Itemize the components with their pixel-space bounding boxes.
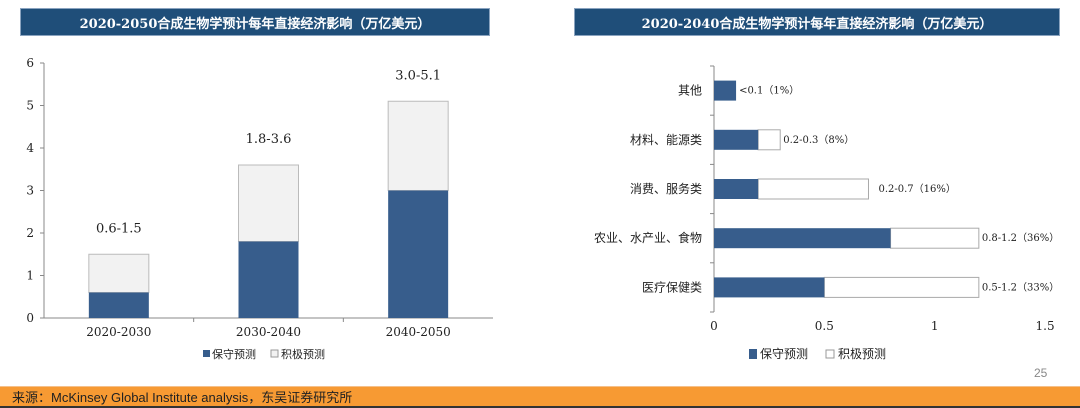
x-tick-label: 0.5 <box>815 319 834 333</box>
bar-conservative <box>714 228 891 249</box>
data-label: 0.5-1.2（33%） <box>982 281 1059 293</box>
x-tick-label: 1.5 <box>1036 319 1055 333</box>
data-label: 0.2-0.7（16%） <box>878 183 955 195</box>
y-tick-label: 2 <box>26 226 34 240</box>
bar-conservative <box>714 277 825 298</box>
category-label: 消费、服务类 <box>630 181 702 196</box>
bar-conservative <box>388 190 449 318</box>
category-label: 医疗保健类 <box>642 280 702 294</box>
bar-aggressive <box>387 100 449 191</box>
bar-aggressive <box>757 129 781 151</box>
data-label: 3.0-5.1 <box>395 68 441 83</box>
bar-conservative <box>88 292 149 318</box>
legend-swatch-conservative <box>203 350 210 357</box>
left-chart-title: 2020-2050合成生物学预计每年直接经济影响（万亿美元） <box>20 8 490 36</box>
legend-swatch-aggressive <box>270 349 279 358</box>
bar-conservative <box>714 80 737 101</box>
bar-aggressive <box>823 276 980 298</box>
legend-label-conservative: 保守预测 <box>760 347 808 361</box>
y-tick-label: 4 <box>26 141 34 155</box>
y-tick-label: 5 <box>26 99 34 113</box>
data-label: 1.8-3.6 <box>246 132 292 147</box>
data-label: <0.1（1%） <box>739 85 799 97</box>
y-tick-label: 0 <box>26 311 34 325</box>
legend-label-conservative: 保守预测 <box>212 347 256 361</box>
legend-swatch-conservative <box>749 349 757 359</box>
x-tick-label: 2020-2030 <box>86 325 151 339</box>
bar-aggressive <box>757 178 869 200</box>
x-tick-label: 2030-2040 <box>236 325 301 339</box>
legend-swatch-aggressive <box>825 349 835 359</box>
category-label: 农业、水产业、食物 <box>594 230 702 245</box>
data-label: 0.2-0.3（8%） <box>783 134 854 146</box>
legend-label-aggressive: 积极预测 <box>838 347 886 361</box>
bar-aggressive <box>88 253 150 293</box>
data-label: 0.6-1.5 <box>96 221 142 236</box>
x-tick-label: 2040-2050 <box>386 325 451 339</box>
legend-label-aggressive: 积极预测 <box>281 347 325 361</box>
source-footer: 来源：McKinsey Global Institute analysis，东吴… <box>0 386 1080 408</box>
page-number: 25 <box>1034 366 1048 380</box>
bar-conservative <box>714 129 759 150</box>
y-tick-label: 3 <box>26 184 34 198</box>
y-tick-label: 6 <box>26 56 34 70</box>
data-label: 0.8-1.2（36%） <box>982 232 1059 244</box>
bar-aggressive <box>890 227 980 249</box>
bar-aggressive <box>238 164 299 242</box>
x-tick-label: 1 <box>931 319 939 333</box>
y-tick-label: 1 <box>26 269 34 283</box>
x-tick-label: 0 <box>710 319 718 333</box>
bar-conservative <box>238 241 299 318</box>
category-label: 其他 <box>678 84 702 98</box>
bar-conservative <box>714 179 759 199</box>
category-label: 材料、能源类 <box>630 133 702 147</box>
right-chart-title: 2020-2040合成生物学预计每年直接经济影响（万亿美元） <box>574 8 1060 36</box>
